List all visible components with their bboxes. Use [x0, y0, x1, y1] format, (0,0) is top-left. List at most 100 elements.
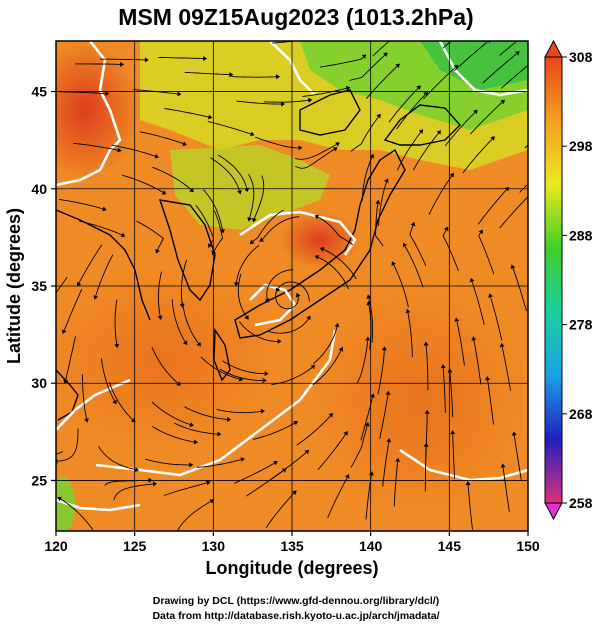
streamline-arrow	[157, 315, 163, 320]
streamline-arrow	[57, 496, 62, 502]
streamline	[377, 350, 385, 395]
streamline	[424, 446, 427, 492]
streamline-arrow	[260, 408, 265, 414]
streamline-arrow	[259, 237, 264, 242]
streamline	[180, 259, 188, 304]
streamline-arrow	[229, 72, 234, 78]
streamline	[111, 144, 156, 157]
colorbar-tick-label: 258	[569, 495, 593, 511]
streamline	[252, 209, 285, 242]
streamline-arrow	[361, 54, 367, 59]
isotherm-5	[56, 378, 131, 431]
streamline	[501, 64, 528, 89]
streamline-arrow	[240, 457, 245, 462]
warm-area-se	[310, 280, 528, 520]
streamline-arrow	[144, 57, 149, 63]
streamline-arrow	[177, 91, 182, 97]
streamline	[361, 157, 373, 201]
streamline-arrow	[469, 277, 475, 283]
colorbar-tick-label: 288	[569, 227, 593, 243]
streamline	[388, 87, 419, 123]
colorbar-tick-label: 278	[569, 317, 593, 333]
streamline	[275, 289, 299, 310]
isotherms	[56, 41, 528, 512]
streamline	[295, 149, 335, 169]
streamline	[404, 245, 424, 288]
streamline-arrow	[395, 457, 401, 462]
streamline-arrow	[500, 99, 505, 105]
streamline	[409, 225, 427, 267]
streamline-arrow	[114, 343, 120, 349]
streamline	[365, 475, 372, 520]
streamline-arrow	[384, 178, 389, 183]
isotherm-3	[239, 210, 357, 256]
streamline-arrow	[244, 315, 249, 320]
y-tick-label: 30	[31, 375, 47, 391]
streamline-arrow	[314, 214, 320, 220]
streamline	[248, 174, 255, 218]
streamline	[350, 116, 379, 152]
streamline	[177, 501, 212, 531]
streamline	[222, 360, 265, 375]
streamline-arrow	[203, 56, 208, 61]
streamline	[59, 198, 103, 210]
streamline-arrow	[120, 232, 126, 238]
streamline-arrow	[510, 264, 516, 269]
streamline-arrow	[334, 322, 340, 328]
streamline	[235, 244, 260, 283]
streamline-arrow	[249, 239, 255, 245]
korea-cool-area	[170, 145, 330, 230]
streamline	[218, 154, 248, 189]
streamline-arrow	[206, 480, 211, 486]
streamline-arrow	[418, 129, 424, 134]
streamline-arrow	[112, 399, 117, 405]
streamline-arrow	[449, 172, 454, 178]
streamline-arrow	[161, 190, 167, 195]
streamline	[108, 381, 133, 421]
streamline-arrow	[189, 462, 194, 468]
credit-data: Data from http://database.rish.kyoto-u.a…	[152, 610, 439, 622]
streamline	[323, 248, 357, 280]
x-axis-label: Longitude (degrees)	[205, 558, 378, 578]
y-axis-label: Latitude (degrees)	[4, 208, 24, 364]
streamline	[98, 446, 136, 471]
streamline-arrow	[465, 481, 471, 486]
streamline	[442, 367, 446, 413]
streamline-arrow	[335, 142, 340, 147]
colorbar-max-arrow	[544, 39, 563, 58]
streamline-arrow	[405, 308, 411, 314]
streamline	[152, 426, 195, 443]
streamline	[462, 138, 493, 174]
streamline	[158, 271, 162, 317]
streamline-arrow	[179, 303, 185, 308]
colorbar-tick-label: 308	[569, 49, 593, 65]
streamline	[375, 203, 384, 247]
streamline	[63, 288, 83, 331]
streamline	[81, 374, 87, 419]
streamline	[452, 434, 456, 479]
streamline	[265, 492, 295, 529]
y-tick-label: 25	[31, 472, 47, 488]
streamline	[75, 63, 121, 65]
x-tick-label: 125	[123, 538, 147, 554]
y-axis-ticks: 25 30 35 40 45	[31, 84, 56, 488]
streamline	[379, 394, 389, 439]
streamline-arrow	[511, 431, 517, 436]
streamline	[320, 56, 364, 68]
streamline	[270, 452, 307, 480]
streamline-arrow	[500, 463, 506, 468]
streamline	[56, 276, 68, 294]
streamline-arrow	[447, 368, 453, 373]
coast-honshu	[234, 148, 406, 339]
streamline	[95, 254, 114, 297]
streamline	[238, 321, 278, 342]
streamline	[393, 264, 409, 308]
coast-sakhalin	[299, 89, 361, 136]
streamline	[184, 71, 230, 76]
streamline	[499, 195, 528, 229]
streamline-arrow	[117, 147, 122, 153]
colorbar-min-arrow	[544, 502, 563, 521]
streamline	[444, 112, 476, 147]
streamline	[296, 415, 331, 446]
streamline-arrow	[310, 364, 316, 370]
